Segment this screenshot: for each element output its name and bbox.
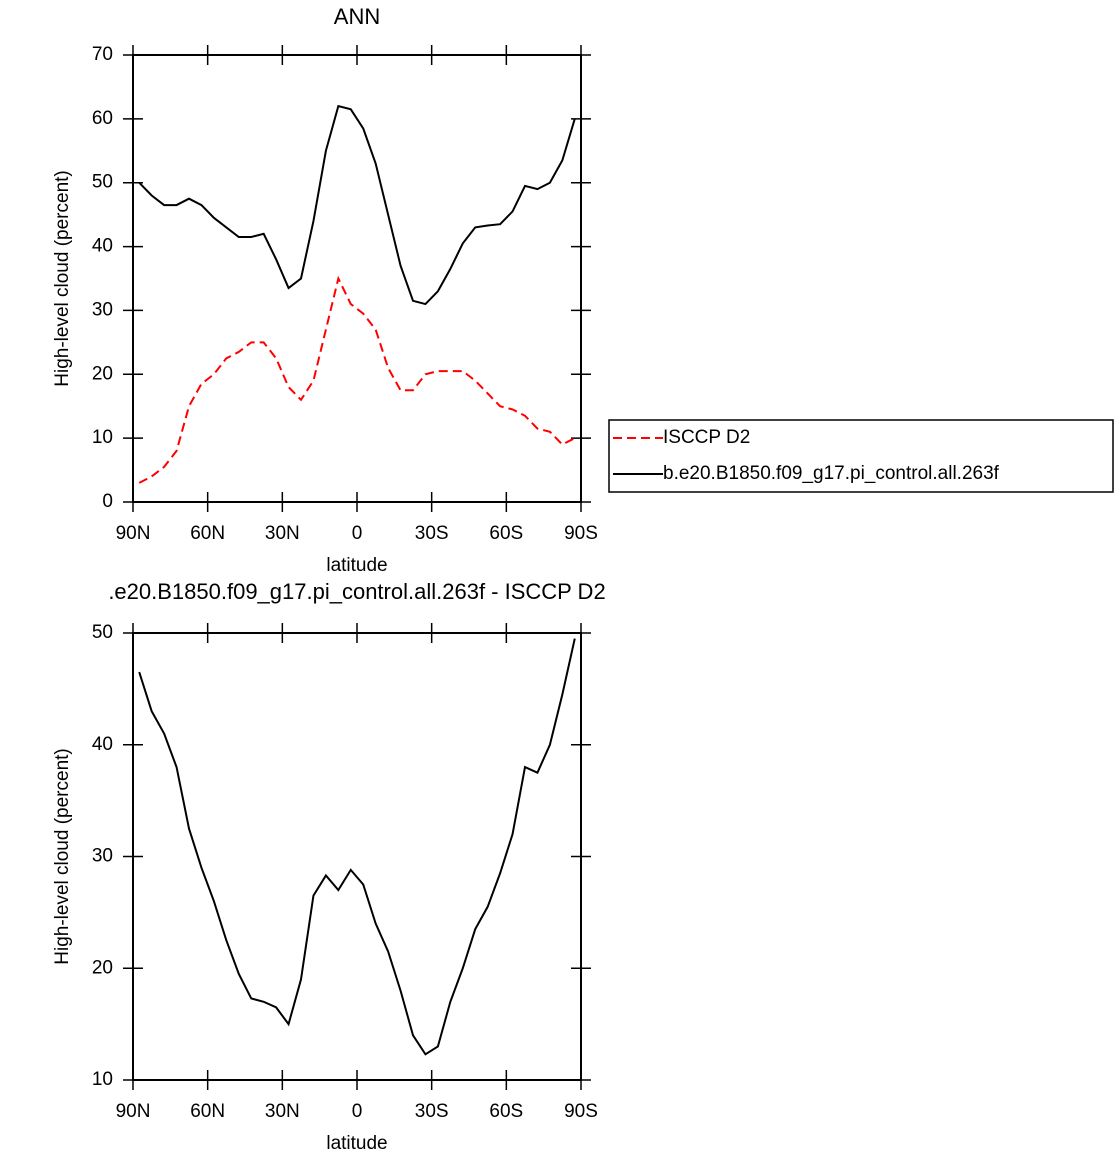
x-tick-label: 30N <box>265 523 300 544</box>
x-axis-label: latitude <box>326 555 387 576</box>
y-tick-label: 30 <box>92 299 113 320</box>
plot-frame <box>132 632 582 1081</box>
x-axis-label: latitude <box>326 1133 387 1154</box>
x-tick-label: 90S <box>564 1101 598 1122</box>
data-line <box>138 275 576 484</box>
x-tick-label: 90N <box>116 1101 151 1122</box>
chart-title: .e20.B1850.f09_g17.pi_control.all.263f -… <box>108 579 605 604</box>
x-tick-label: 90S <box>564 523 598 544</box>
x-tick-label: 30S <box>415 1101 449 1122</box>
x-tick-label: 60N <box>190 1101 225 1122</box>
y-tick-label: 10 <box>92 1069 113 1090</box>
x-tick-label: 0 <box>352 523 363 544</box>
y-tick-label: 50 <box>92 172 113 193</box>
data-line <box>138 104 576 306</box>
chart-title: ANN <box>334 4 380 29</box>
y-axis-label: High-level cloud (percent) <box>52 170 73 387</box>
data-line <box>138 638 576 1056</box>
x-tick-label: 90N <box>116 523 151 544</box>
x-tick-label: 0 <box>352 1101 363 1122</box>
plot-frame <box>132 54 582 503</box>
x-tick-label: 60S <box>489 1101 523 1122</box>
y-tick-label: 40 <box>92 734 113 755</box>
legend-label: b.e20.B1850.f09_g17.pi_control.all.263f <box>663 463 1000 484</box>
y-axis-label: High-level cloud (percent) <box>52 748 73 965</box>
y-tick-label: 30 <box>92 846 113 867</box>
y-tick-label: 0 <box>102 491 113 512</box>
y-tick-label: 10 <box>92 427 113 448</box>
y-tick-label: 70 <box>92 44 113 65</box>
x-tick-label: 30N <box>265 1101 300 1122</box>
legend-label: ISCCP D2 <box>663 427 750 448</box>
y-tick-label: 60 <box>92 108 113 129</box>
y-tick-label: 20 <box>92 957 113 978</box>
legend-box <box>608 419 1114 493</box>
x-tick-label: 60N <box>190 523 225 544</box>
x-tick-label: 60S <box>489 523 523 544</box>
y-tick-label: 40 <box>92 236 113 257</box>
x-tick-label: 30S <box>415 523 449 544</box>
y-tick-label: 50 <box>92 622 113 643</box>
y-tick-label: 20 <box>92 363 113 384</box>
